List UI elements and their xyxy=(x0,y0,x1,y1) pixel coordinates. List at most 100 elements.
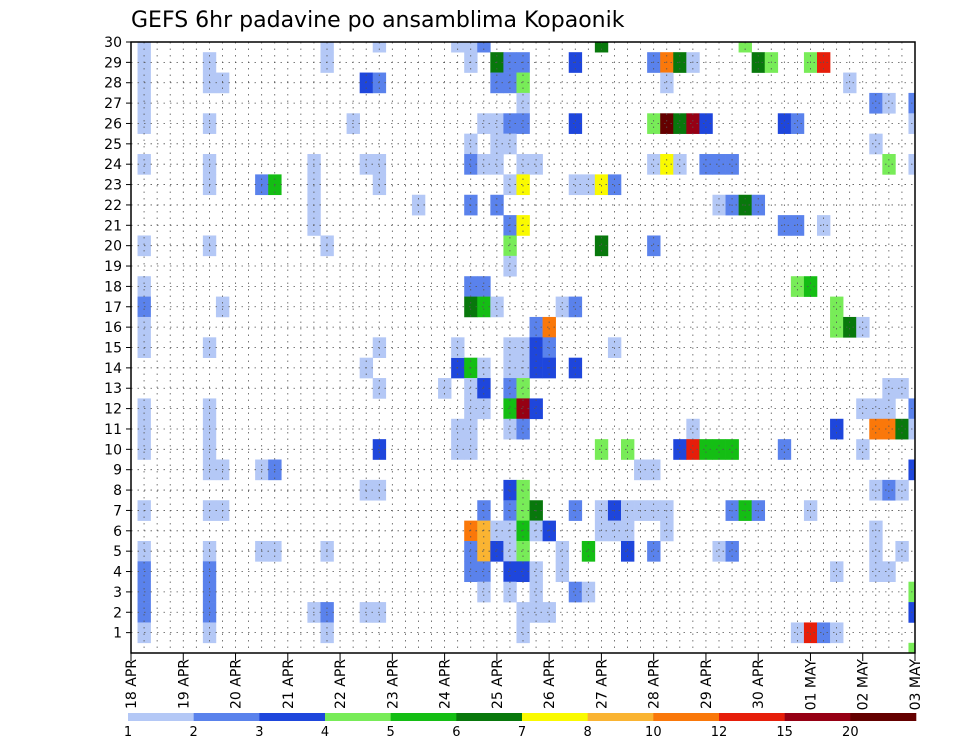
heatmap-cell xyxy=(490,296,504,318)
heatmap-cell xyxy=(594,235,609,257)
heatmap-cell xyxy=(882,398,896,420)
x-tick-label: 29 APR xyxy=(699,659,715,709)
colorbar-label: 1 xyxy=(124,725,132,740)
heatmap-cell xyxy=(516,154,530,175)
colorbar-label: 15 xyxy=(776,725,793,740)
y-tick-label: 12 xyxy=(104,402,122,418)
heatmap-cell xyxy=(503,378,517,399)
heatmap-cell xyxy=(555,540,570,562)
heatmap-cell xyxy=(607,174,622,196)
heatmap-cell xyxy=(594,174,609,196)
heatmap-cell xyxy=(477,581,491,603)
heatmap-cell xyxy=(529,316,543,338)
heatmap-cell xyxy=(516,378,530,399)
heatmap-cell xyxy=(464,378,478,399)
y-tick-label: 13 xyxy=(104,381,122,397)
colorbar-label: 5 xyxy=(387,725,395,740)
heatmap-cell xyxy=(647,235,661,257)
heatmap-cell xyxy=(516,622,530,644)
heatmap-cell xyxy=(464,276,478,297)
heatmap-cell xyxy=(908,642,916,654)
heatmap-cell xyxy=(503,113,517,134)
heatmap-cell xyxy=(555,296,570,318)
heatmap-cell xyxy=(516,174,530,196)
x-tick-label: 26 APR xyxy=(542,659,558,709)
heatmap-cell xyxy=(895,418,909,440)
y-tick-label: 7 xyxy=(113,503,122,519)
y-tick-label: 23 xyxy=(104,178,122,194)
heatmap-cell xyxy=(869,133,883,155)
heatmap-cell xyxy=(803,622,818,644)
heatmap-cell xyxy=(882,92,896,114)
x-tick-label: 01 MAY xyxy=(803,659,819,711)
heatmap-cell xyxy=(568,581,583,603)
heatmap-cell xyxy=(477,154,491,175)
y-tick-label: 6 xyxy=(113,524,122,540)
heatmap-cell xyxy=(477,42,491,53)
heatmap-cell xyxy=(686,113,700,134)
heatmap-cell xyxy=(451,42,465,53)
y-tick-label: 20 xyxy=(104,239,122,255)
heatmap-cell xyxy=(647,540,661,562)
y-tick-label: 4 xyxy=(113,565,122,581)
heatmap-cell xyxy=(594,42,609,53)
heatmap-cell xyxy=(869,561,883,583)
heatmap-cell xyxy=(830,418,844,440)
heatmap-cell xyxy=(568,113,583,134)
y-tick-label: 27 xyxy=(104,96,122,112)
heatmap-cell xyxy=(882,479,896,501)
y-tick-label: 30 xyxy=(104,35,122,51)
heatmap-cell xyxy=(673,439,687,460)
heatmap-cell xyxy=(581,581,596,603)
heatmap-cell xyxy=(477,561,491,583)
x-tick-label: 30 APR xyxy=(751,659,767,709)
heatmap-cell xyxy=(503,418,517,440)
heatmap-cell xyxy=(464,398,478,420)
heatmap-cell xyxy=(529,154,543,175)
colorbar-swatch xyxy=(850,713,917,721)
colorbar-swatch xyxy=(325,713,391,721)
heatmap-cell xyxy=(555,561,570,583)
colorbar-swatch xyxy=(259,713,326,721)
heatmap-cell xyxy=(712,439,726,460)
heatmap-cell xyxy=(725,154,739,175)
heatmap-cell xyxy=(712,540,726,562)
colorbar-swatch xyxy=(719,713,785,721)
heatmap-cell xyxy=(869,540,883,562)
heatmap-cell xyxy=(464,42,478,53)
heatmap-cell xyxy=(817,622,831,644)
colorbar-label: 4 xyxy=(321,725,329,740)
heatmap-cell xyxy=(503,133,517,155)
x-tick-label: 24 APR xyxy=(438,659,454,709)
y-tick-label: 22 xyxy=(104,198,122,214)
heatmap-cell xyxy=(882,418,896,440)
heatmap-cells xyxy=(137,42,916,654)
y-tick-label: 28 xyxy=(104,76,122,92)
heatmap-cell xyxy=(137,42,151,53)
colorbar-label: 7 xyxy=(518,725,526,740)
heatmap-cell xyxy=(490,133,504,155)
heatmap-cell xyxy=(843,316,857,338)
heatmap-cell xyxy=(647,113,661,134)
heatmap-cell xyxy=(830,316,844,338)
y-tick-label: 17 xyxy=(104,300,122,316)
heatmap-cell xyxy=(673,113,687,134)
heatmap-cell xyxy=(803,276,818,297)
heatmap-cell xyxy=(503,72,517,94)
heatmap-cell xyxy=(477,113,491,134)
heatmap-cell xyxy=(725,439,739,460)
heatmap-cell xyxy=(503,540,517,562)
heatmap-cell xyxy=(464,561,478,583)
chart-title: GEFS 6hr padavine po ansamblima Kopaonik xyxy=(131,8,625,33)
heatmap-cell xyxy=(529,398,543,420)
y-tick-label: 5 xyxy=(113,544,122,560)
heatmap-cell xyxy=(830,296,844,318)
x-axis-ticks: 18 APR 19 APR 20 APR 21 APR 22 APR 23 APR 24 A… xyxy=(124,653,924,710)
heatmap-cell xyxy=(882,378,896,399)
heatmap-cell xyxy=(869,418,883,440)
heatmap-cell xyxy=(856,439,870,460)
heatmap-cell xyxy=(529,561,543,583)
heatmap-cell xyxy=(882,154,896,175)
heatmap-cell xyxy=(790,113,805,134)
heatmap-cell xyxy=(516,561,530,583)
